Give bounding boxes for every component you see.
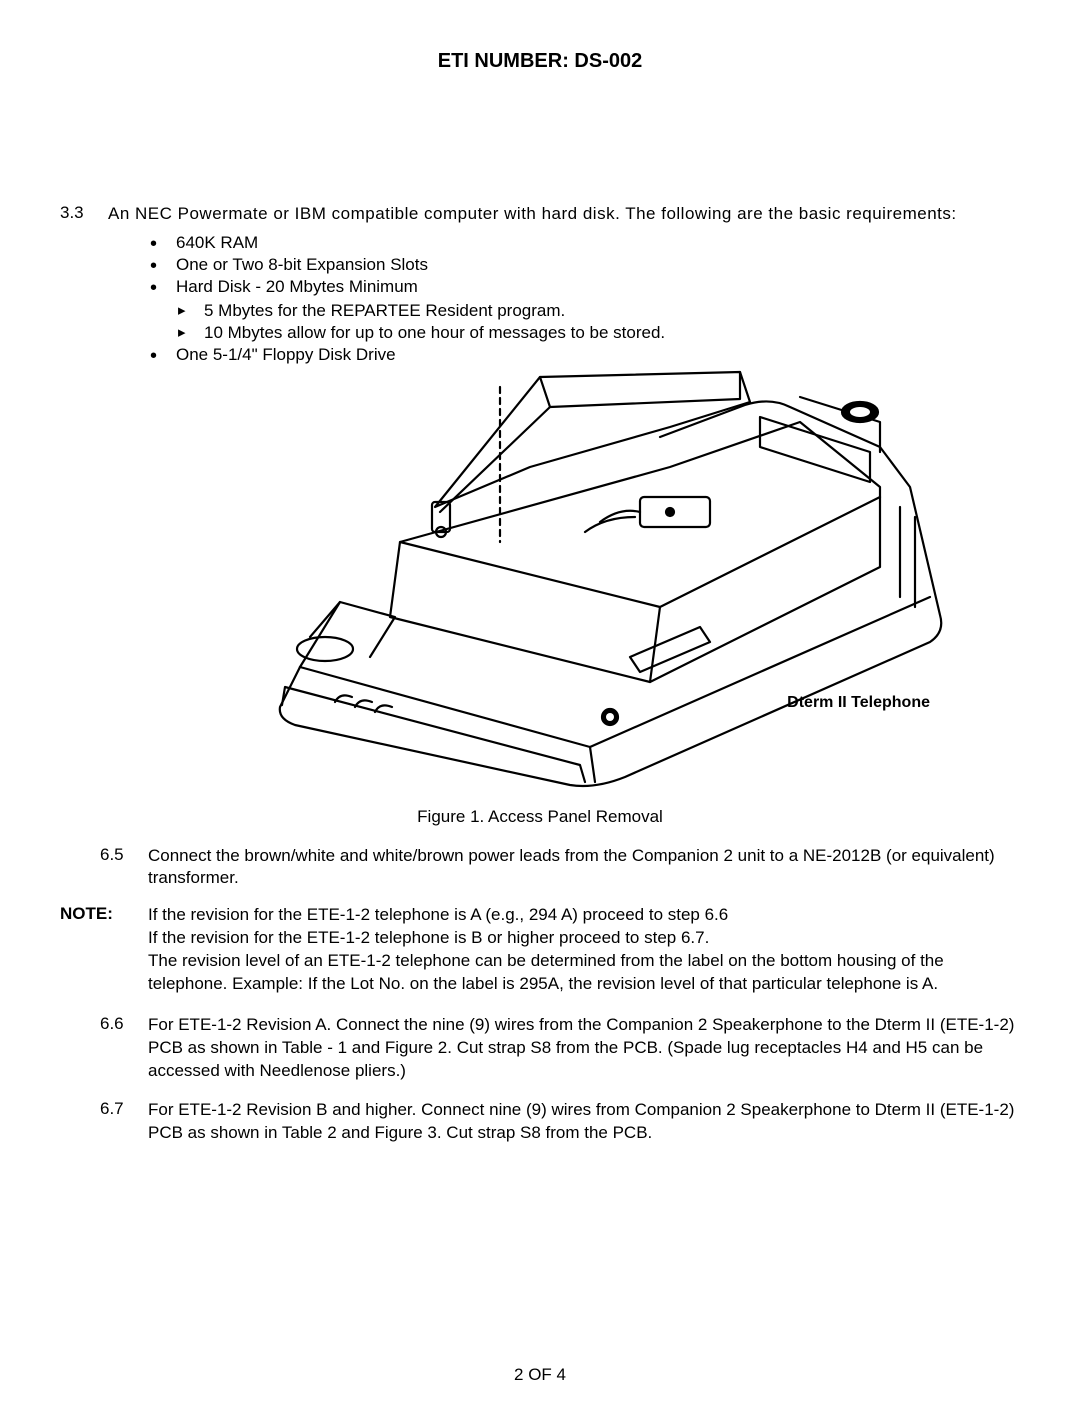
section-body: For ETE-1-2 Revision B and higher. Conne… <box>148 1099 1020 1145</box>
telephone-illustration <box>240 367 960 797</box>
sub-bullet-item: 10 Mbytes allow for up to one hour of me… <box>178 322 1020 344</box>
section-number: 6.6 <box>100 1014 148 1083</box>
note-line: The revision level of an ETE-1-2 telepho… <box>148 950 1020 996</box>
bullet-item: One or Two 8-bit Expansion Slots <box>150 254 1020 276</box>
section-body: Connect the brown/white and white/brown … <box>148 845 1020 891</box>
section-6-5: 6.5 Connect the brown/white and white/br… <box>100 845 1020 891</box>
section-number: 6.5 <box>100 845 148 891</box>
section-6-7: 6.7 For ETE-1-2 Revision B and higher. C… <box>100 1099 1020 1145</box>
section-6-6: 6.6 For ETE-1-2 Revision A. Connect the … <box>100 1014 1020 1083</box>
page-number: 2 OF 4 <box>0 1365 1080 1385</box>
sub-bullet-item: 5 Mbytes for the REPARTEE Resident progr… <box>178 300 1020 322</box>
figure-inline-label: Dterm II Telephone <box>787 694 930 712</box>
section-3-3: 3.3 An NEC Powermate or IBM compatible c… <box>60 203 1020 226</box>
page: ETI NUMBER: DS-002 3.3 An NEC Powermate … <box>0 0 1080 1410</box>
section-body: For ETE-1-2 Revision A. Connect the nine… <box>148 1014 1020 1083</box>
note-line: If the revision for the ETE-1-2 telephon… <box>148 904 1020 927</box>
note-body: If the revision for the ETE-1-2 telephon… <box>148 904 1020 996</box>
note-block: NOTE: If the revision for the ETE-1-2 te… <box>60 904 1020 996</box>
bullet-item: 640K RAM <box>150 232 1020 254</box>
figure-caption: Figure 1. Access Panel Removal <box>60 807 1020 827</box>
section-number: 3.3 <box>60 203 108 226</box>
section-body: An NEC Powermate or IBM compatible compu… <box>108 203 1020 226</box>
section-number: 6.7 <box>100 1099 148 1145</box>
note-label: NOTE: <box>60 904 148 996</box>
doc-header: ETI NUMBER: DS-002 <box>60 50 1020 73</box>
note-line: If the revision for the ETE-1-2 telephon… <box>148 927 1020 950</box>
bullet-item: One 5-1/4" Floppy Disk Drive <box>150 344 1020 366</box>
requirements-list: 640K RAM One or Two 8-bit Expansion Slot… <box>150 232 1020 367</box>
figure-1: Dterm II Telephone <box>240 367 960 797</box>
sub-list: 5 Mbytes for the REPARTEE Resident progr… <box>178 300 1020 344</box>
bullet-item: Hard Disk - 20 Mbytes Minimum <box>150 276 1020 298</box>
